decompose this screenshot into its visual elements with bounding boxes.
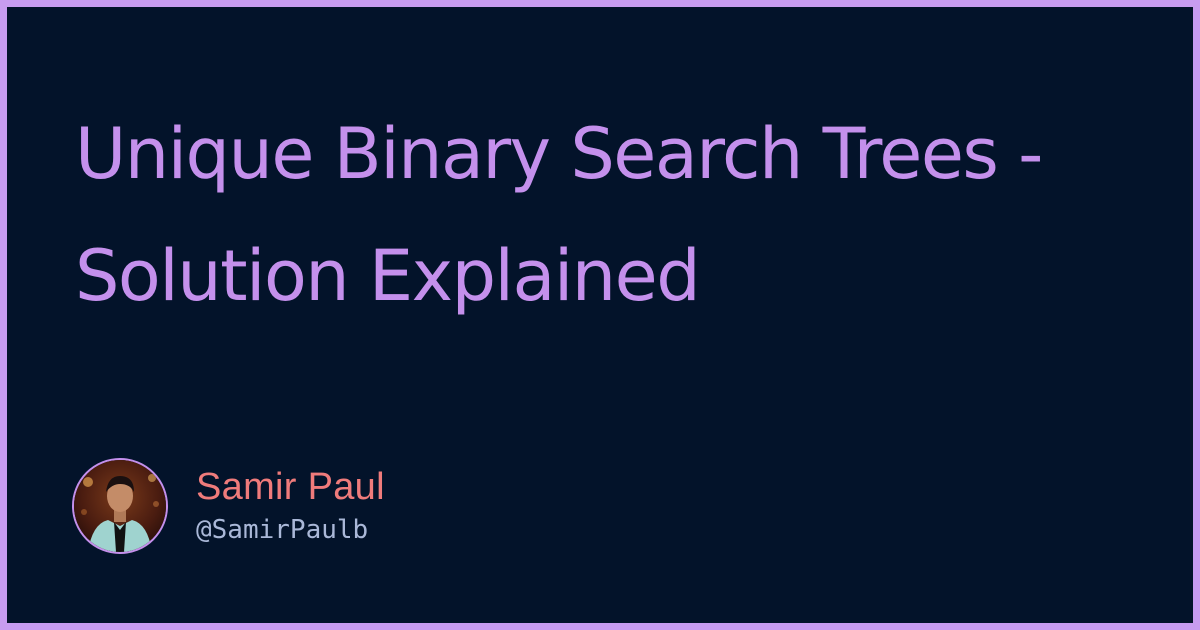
- author-block: Samir Paul @SamirPaulb: [72, 458, 385, 554]
- profile-photo-icon: [74, 460, 166, 552]
- author-name: Samir Paul: [196, 466, 385, 508]
- avatar: [72, 458, 168, 554]
- page-title: Unique Binary Search Trees - Solution Ex…: [75, 113, 1043, 317]
- author-handle: @SamirPaulb: [196, 515, 369, 545]
- og-card: Unique Binary Search Trees - Solution Ex…: [7, 7, 1193, 623]
